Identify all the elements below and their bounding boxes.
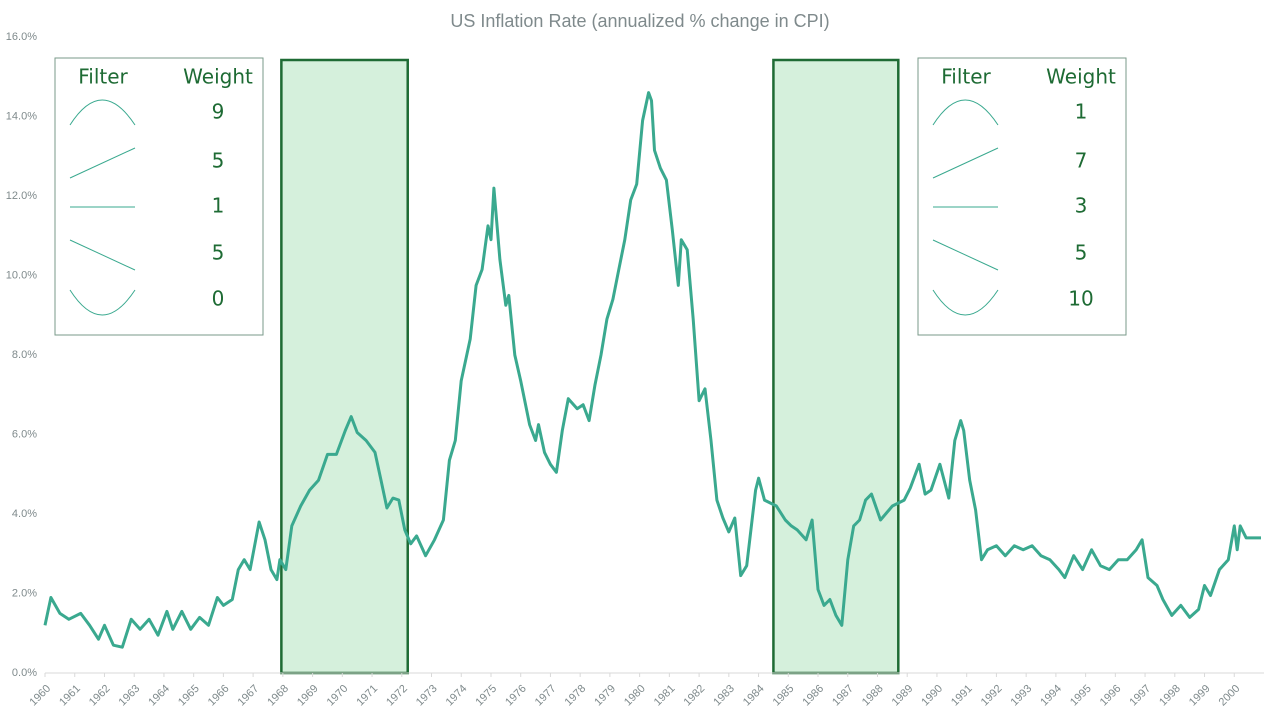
- panel-header: Filter: [941, 65, 991, 89]
- filter-weight: 5: [212, 149, 225, 173]
- x-tick-label: 1990: [919, 683, 945, 709]
- x-tick-label: 1984: [741, 683, 767, 709]
- filter-icon: [932, 99, 999, 126]
- x-tick-label: 1969: [295, 683, 321, 709]
- filter-weight: 5: [212, 241, 225, 265]
- x-tick-label: 1991: [949, 683, 975, 709]
- filter-icon: [69, 289, 136, 316]
- panel-header: Filter: [78, 65, 128, 89]
- x-tick-label: 1972: [384, 683, 410, 709]
- panel-header: Weight: [1046, 65, 1116, 89]
- x-tick-label: 1971: [354, 683, 380, 709]
- filter-icon: [69, 99, 136, 126]
- x-tick-label: 1987: [830, 683, 856, 709]
- x-tick-label: 1970: [325, 683, 351, 709]
- x-tick-label: 1996: [1098, 683, 1124, 709]
- y-tick-label: 16.0%: [6, 31, 37, 43]
- filter-weight: 1: [1075, 100, 1088, 124]
- x-tick-label: 1978: [563, 683, 589, 709]
- filter-weight: 9: [212, 100, 225, 124]
- x-tick-label: 1988: [860, 683, 886, 709]
- filter-panel: [917, 57, 1127, 336]
- x-tick-label: 1998: [1157, 683, 1183, 709]
- x-tick-label: 1997: [1127, 683, 1153, 709]
- filter-weight: 5: [1075, 241, 1088, 265]
- highlight-range: [772, 58, 900, 675]
- x-tick-label: 1973: [414, 683, 440, 709]
- x-tick-label: 1993: [1009, 683, 1035, 709]
- x-tick-label: 1968: [265, 683, 291, 709]
- y-tick-label: 10.0%: [6, 269, 37, 281]
- x-tick-label: 1986: [800, 683, 826, 709]
- filter-icon: [69, 239, 136, 271]
- x-tick-label: 1985: [771, 683, 797, 709]
- filter-weight: 1: [212, 194, 225, 218]
- x-tick-label: 1961: [57, 683, 83, 709]
- x-tick-label: 2000: [1217, 683, 1243, 709]
- y-tick-label: 2.0%: [12, 587, 37, 599]
- y-tick-label: 4.0%: [12, 508, 37, 520]
- x-tick-label: 1980: [622, 683, 648, 709]
- filter-weight: 10: [1068, 287, 1093, 311]
- x-tick-label: 1963: [117, 683, 143, 709]
- x-tick-label: 1967: [235, 683, 261, 709]
- x-tick-label: 1983: [711, 683, 737, 709]
- y-tick-label: 6.0%: [12, 428, 37, 440]
- filter-panel: [54, 57, 264, 336]
- x-tick-label: 1979: [592, 683, 618, 709]
- x-tick-label: 1966: [206, 683, 232, 709]
- x-tick-label: 1960: [27, 683, 53, 709]
- chart-title: US Inflation Rate (annualized % change i…: [450, 11, 829, 31]
- x-tick-label: 1982: [681, 683, 707, 709]
- x-tick-label: 1962: [87, 683, 113, 709]
- y-tick-label: 8.0%: [12, 349, 37, 361]
- filter-icon: [932, 239, 999, 271]
- filter-weight: 7: [1075, 149, 1088, 173]
- y-tick-label: 0.0%: [12, 667, 37, 679]
- filter-icon: [69, 147, 136, 179]
- x-tick-label: 1974: [444, 683, 470, 709]
- x-tick-label: 1975: [473, 683, 499, 709]
- filter-weight: 0: [212, 287, 225, 311]
- x-tick-label: 1977: [533, 683, 559, 709]
- x-tick-label: 1989: [890, 683, 916, 709]
- filter-weight: 3: [1075, 194, 1088, 218]
- y-tick-label: 14.0%: [6, 110, 37, 122]
- x-tick-label: 1981: [652, 683, 678, 709]
- panel-header: Weight: [183, 65, 253, 89]
- filter-icon: [932, 289, 999, 316]
- x-tick-label: 1999: [1187, 683, 1213, 709]
- highlight-range: [280, 58, 409, 675]
- y-tick-label: 12.0%: [6, 190, 37, 202]
- x-tick-label: 1976: [503, 683, 529, 709]
- x-tick-label: 1964: [146, 683, 172, 709]
- series-line: [43, 91, 1261, 649]
- x-tick-label: 1992: [979, 683, 1005, 709]
- x-tick-label: 1965: [176, 683, 202, 709]
- filter-icon: [932, 147, 999, 179]
- x-tick-label: 1994: [1038, 683, 1064, 709]
- x-tick-label: 1995: [1068, 683, 1094, 709]
